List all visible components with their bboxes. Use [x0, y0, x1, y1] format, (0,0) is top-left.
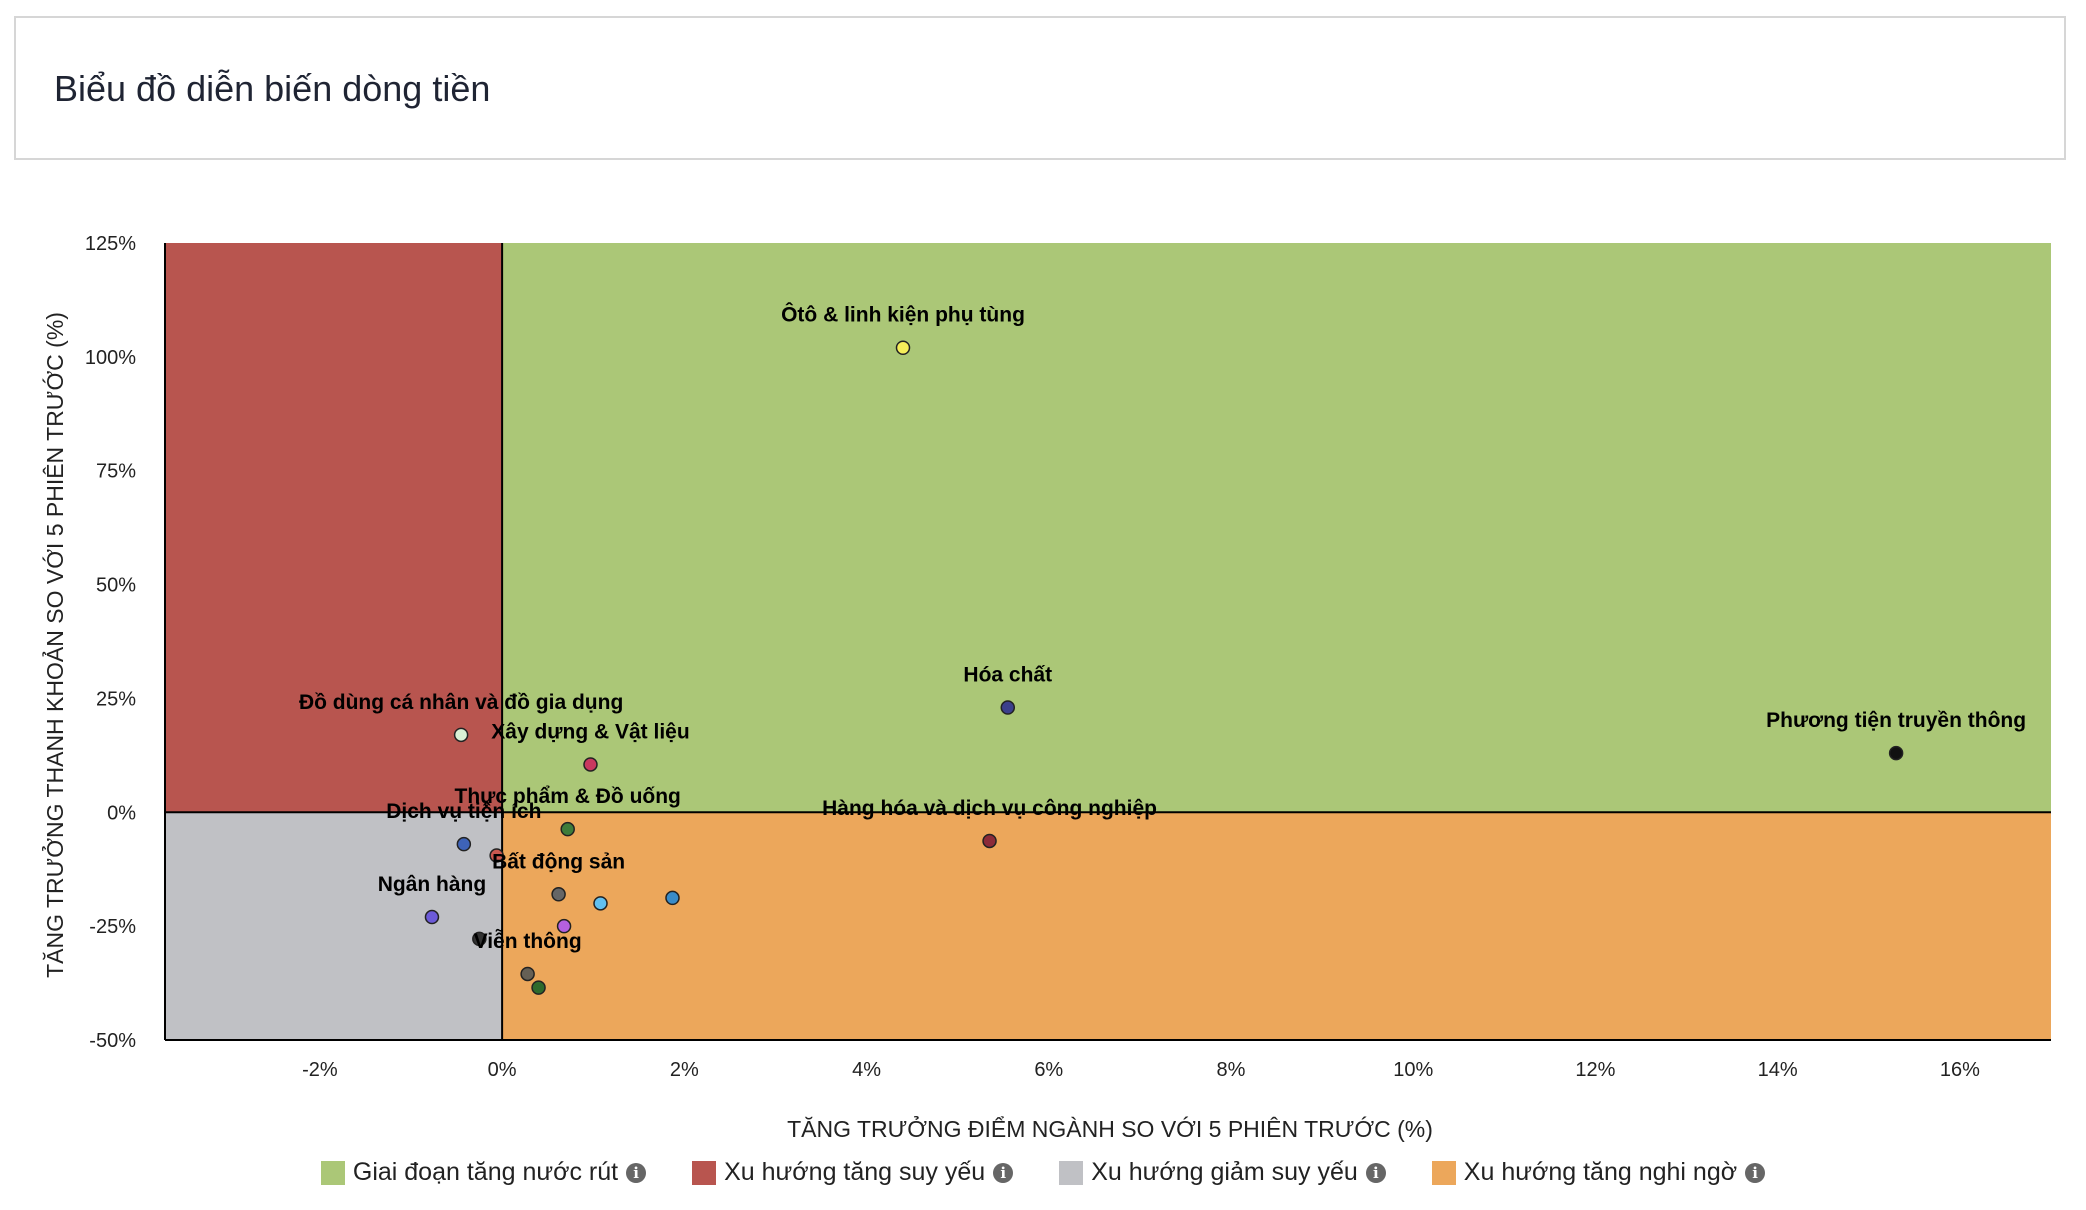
legend-item[interactable]: Xu hướng giảm suy yếu i: [1059, 1158, 1386, 1187]
quadrant-4: [502, 812, 2052, 1040]
x-tick-label: 2%: [670, 1059, 699, 1081]
data-point[interactable]: [556, 918, 572, 934]
page-title: Biểu đồ diễn biến dòng tiền: [54, 68, 491, 109]
data-point-label: Bất động sản: [492, 850, 625, 873]
data-point[interactable]: [424, 909, 440, 925]
legend-item[interactable]: Giai đoạn tăng nước rút i: [320, 1158, 647, 1187]
data-point-label: Hóa chất: [963, 664, 1052, 687]
x-axis-title: TĂNG TRƯỞNG ĐIỂM NGÀNH SO VỚI 5 PHIÊN TR…: [787, 1114, 1433, 1142]
quadrant-1: [502, 243, 2052, 813]
y-tick-label: 25%: [96, 688, 136, 710]
data-point[interactable]: [472, 931, 487, 947]
y-tick-label: 125%: [85, 233, 136, 255]
data-point[interactable]: [895, 340, 911, 355]
legend-label: Xu hướng tăng suy yếu: [724, 1158, 986, 1186]
legend-swatch: [1431, 1160, 1456, 1185]
info-circle-icon[interactable]: i: [993, 1162, 1014, 1183]
x-tick-label: -2%: [302, 1059, 338, 1081]
y-tick-label: 75%: [96, 461, 136, 483]
data-point[interactable]: [982, 833, 997, 849]
x-tick-label: 0%: [488, 1059, 517, 1081]
data-point[interactable]: [520, 966, 535, 982]
data-point[interactable]: [583, 757, 598, 772]
data-point-label: Phương tiện truyền thông: [1766, 709, 2026, 732]
legend-item[interactable]: Xu hướng tăng nghi ngờ i: [1431, 1158, 1766, 1187]
data-point-label: Đồ dùng cá nhân và đồ gia dụng: [299, 691, 623, 714]
data-point-label: Ôtô & linh kiện phụ tùng: [781, 303, 1025, 327]
x-tick-label: 12%: [1575, 1059, 1615, 1081]
legend: Giai đoạn tăng nước rút i Xu hướng tăng su…: [0, 1158, 2086, 1187]
data-point-label: Dịch vụ tiện ích: [386, 800, 541, 823]
data-point-label: Thực phẩm & Đồ uống: [455, 785, 681, 808]
y-tick-label: 50%: [96, 575, 136, 597]
x-tick-label: 16%: [1940, 1059, 1980, 1081]
y-tick-label: 0%: [107, 802, 136, 824]
info-circle-icon[interactable]: i: [626, 1162, 647, 1183]
data-point[interactable]: [593, 896, 608, 911]
data-point[interactable]: [456, 836, 472, 852]
legend-swatch: [320, 1160, 345, 1185]
data-point-label: Ngân hàng: [378, 873, 487, 896]
data-point[interactable]: [489, 848, 504, 863]
x-tick-label: 6%: [1034, 1059, 1063, 1081]
quadrant-3: [165, 812, 503, 1040]
x-tick-label: 10%: [1393, 1059, 1433, 1081]
legend-swatch: [692, 1160, 717, 1185]
data-point[interactable]: [551, 887, 566, 902]
data-point-label: Hàng hóa và dịch vụ công nghiệp: [822, 797, 1157, 820]
legend-label: Xu hướng tăng nghi ngờ: [1463, 1158, 1738, 1186]
info-circle-icon[interactable]: i: [1745, 1162, 1766, 1183]
data-point-label: Viễn thông: [474, 929, 582, 953]
data-point[interactable]: [560, 821, 575, 837]
legend-item[interactable]: Xu hướng tăng suy yếu i: [692, 1158, 1014, 1187]
data-point[interactable]: [453, 727, 469, 743]
legend-label: Xu hướng giảm suy yếu: [1091, 1158, 1358, 1186]
x-tick-label: 8%: [1217, 1059, 1246, 1081]
y-tick-label: -50%: [89, 1030, 136, 1052]
x-tick-label: 4%: [852, 1059, 881, 1081]
data-point[interactable]: [531, 980, 546, 995]
y-axis-title: TĂNG TRƯỞNG THANH KHOẢN SO VỚI 5 PHIÊN T…: [40, 312, 68, 978]
x-tick-label: 14%: [1758, 1059, 1798, 1081]
data-point-label: Xây dựng & Vật liệu: [491, 720, 689, 743]
scatter-chart: -2% 0% 2% 4% 6% 8% 10% 12% 14% 16% 125% 100% 75% 50% 2…: [40, 233, 2052, 1142]
legend-swatch: [1059, 1160, 1084, 1185]
data-point[interactable]: [1000, 700, 1016, 715]
info-circle-icon[interactable]: i: [1365, 1162, 1386, 1183]
chart-card-header: Biểu đồ diễn biến dòng tiền: [14, 16, 2066, 160]
y-tick-label: -25%: [89, 916, 136, 938]
data-point[interactable]: [665, 890, 680, 906]
y-tick-label: 100%: [85, 347, 136, 369]
data-point[interactable]: [1888, 745, 1904, 761]
legend-label: Giai đoạn tăng nước rút: [352, 1158, 619, 1186]
quadrant-2: [165, 243, 503, 813]
